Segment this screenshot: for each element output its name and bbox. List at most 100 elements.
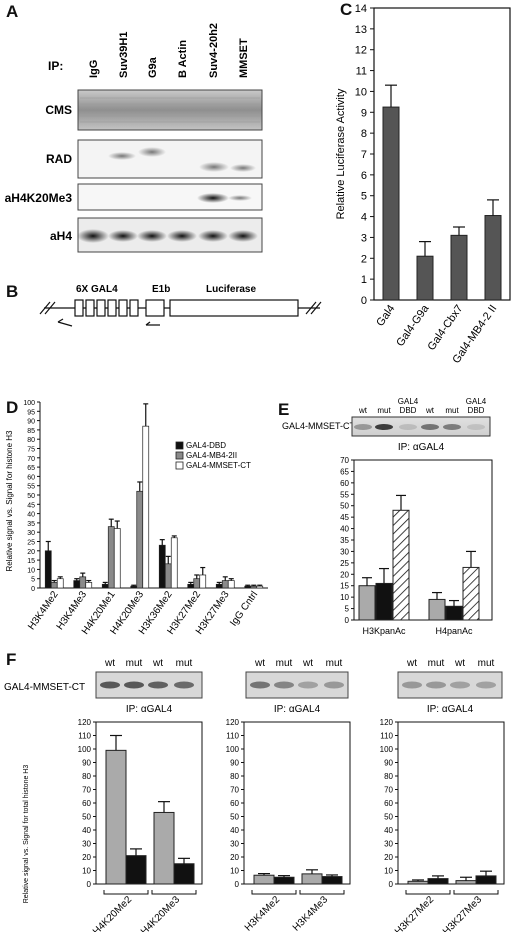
panel-letter-b: B xyxy=(6,282,19,301)
x-tick-label: Gal4-G9a xyxy=(394,302,432,349)
bar xyxy=(56,578,64,589)
y-tick-label: 13 xyxy=(355,24,367,36)
y-tick-label: 15 xyxy=(27,558,35,565)
bar xyxy=(79,576,87,589)
y-tick-label: 80 xyxy=(384,772,393,781)
y-tick-label: 20 xyxy=(340,570,349,579)
x-tick-label: H3K27Me2 xyxy=(393,894,436,932)
y-tick-label: 25 xyxy=(27,540,35,547)
bar xyxy=(136,490,144,589)
chart-d: 0 5 10 15 20 25 30 35 40 45 50 55 60 65 70 75 80 85 90 95 10… xyxy=(5,400,268,637)
ip-label-f: IP: αGAL4 xyxy=(126,704,173,715)
legend-swatch xyxy=(175,461,184,470)
blot-band xyxy=(274,681,294,689)
y-tick-label: 55 xyxy=(27,484,35,491)
bar xyxy=(416,255,434,301)
y-tick-label: 40 xyxy=(340,525,349,534)
bar xyxy=(455,880,477,885)
lane-label: DBD xyxy=(400,406,417,415)
bar xyxy=(250,585,258,589)
y-tick-label: 12 xyxy=(355,45,367,57)
y-tick-label: 40 xyxy=(384,826,393,835)
y-tick-label: 11 xyxy=(356,66,367,78)
y-tick-label: 4 xyxy=(361,212,367,224)
y-tick-label: 40 xyxy=(27,512,35,519)
y-tick-label: 65 xyxy=(27,465,35,472)
blot-e xyxy=(351,416,491,437)
label-6x-gal4: 6X GAL4 xyxy=(76,284,118,295)
bar xyxy=(475,875,497,885)
blot-f xyxy=(397,671,503,699)
ip-label-f: IP: αGAL4 xyxy=(274,704,321,715)
y-tick-label: 2 xyxy=(361,253,367,265)
lane-label: mut xyxy=(326,658,343,669)
lane-label: wt xyxy=(425,406,435,415)
y-tick-label: 6 xyxy=(361,170,367,182)
y-tick-label: 50 xyxy=(230,813,239,822)
bar xyxy=(253,874,275,885)
y-tick-label: 1 xyxy=(361,274,367,286)
group-bracket xyxy=(103,890,149,895)
y-tick-label: 30 xyxy=(82,840,91,849)
y-tick-label: 120 xyxy=(226,718,240,727)
blot-band xyxy=(375,424,393,430)
y-tick-label: 80 xyxy=(82,772,91,781)
ip-label: IP: xyxy=(48,59,63,73)
bar xyxy=(85,582,93,589)
y-tick-label: 60 xyxy=(340,479,349,488)
y-tick-label: 90 xyxy=(27,419,35,426)
bar xyxy=(221,580,229,589)
y-tick-label: 0 xyxy=(31,586,35,593)
bar xyxy=(73,580,81,589)
blot-band xyxy=(476,681,496,689)
row-label: CMS xyxy=(45,103,72,117)
panel-b-diagram: 6X GAL4 E1b Luciferase xyxy=(39,284,322,327)
y-tick-label: 60 xyxy=(384,799,393,808)
group-bracket xyxy=(405,890,451,895)
y-tick-label: 35 xyxy=(27,521,35,528)
plot-frame xyxy=(397,721,505,885)
group-bracket xyxy=(151,890,197,895)
y-tick-label: 10 xyxy=(27,567,35,574)
y-tick-label: 35 xyxy=(340,536,349,545)
legend-label: GAL4-DBD xyxy=(186,441,226,450)
blot-band xyxy=(124,681,144,689)
blot-band xyxy=(467,424,485,430)
y-tick-label: 10 xyxy=(384,867,393,876)
y-tick-label: 100 xyxy=(78,745,92,754)
y-tick-label: 120 xyxy=(78,718,92,727)
y-tick-label: 60 xyxy=(230,799,239,808)
bar xyxy=(227,580,235,589)
bar xyxy=(215,583,223,589)
lane-label: mut xyxy=(176,658,193,669)
primer-reverse xyxy=(145,321,160,326)
panel-letter-f: F xyxy=(6,650,17,669)
y-tick-label: 70 xyxy=(340,456,349,465)
y-tick-label: 20 xyxy=(82,853,91,862)
y-tick-label: 45 xyxy=(340,513,349,522)
bar xyxy=(164,563,172,589)
lane-label: wt xyxy=(302,658,313,669)
ip-label-e: IP: αGAL4 xyxy=(398,442,445,453)
y-tick-label: 15 xyxy=(340,582,349,591)
panel-a-blots: IP: IgG Suv39H1 G9a B Actin Suv4-20h2 MMSET C… xyxy=(5,23,263,253)
x-tick-label: H3K4Me3 xyxy=(291,894,331,932)
y-tick-label: 10 xyxy=(355,86,367,98)
row-label: aH4K20Me3 xyxy=(5,191,73,205)
y-tick-label: 100 xyxy=(380,745,394,754)
y-axis-label: Relative Luciferase Activity xyxy=(335,88,347,219)
bar xyxy=(158,544,166,589)
ip-label-f: IP: αGAL4 xyxy=(427,704,474,715)
y-tick-label: 20 xyxy=(27,549,35,556)
lane-label: B Actin xyxy=(177,40,189,78)
x-tick-label: H3K27Me3 xyxy=(441,894,484,932)
legend-swatch xyxy=(175,441,184,450)
bar xyxy=(130,585,138,589)
lane-label: MMSET xyxy=(238,38,250,78)
blot-band xyxy=(421,424,439,430)
y-tick-label: 0 xyxy=(361,295,367,307)
x-tick-label: H3K4Me2 xyxy=(243,894,283,932)
